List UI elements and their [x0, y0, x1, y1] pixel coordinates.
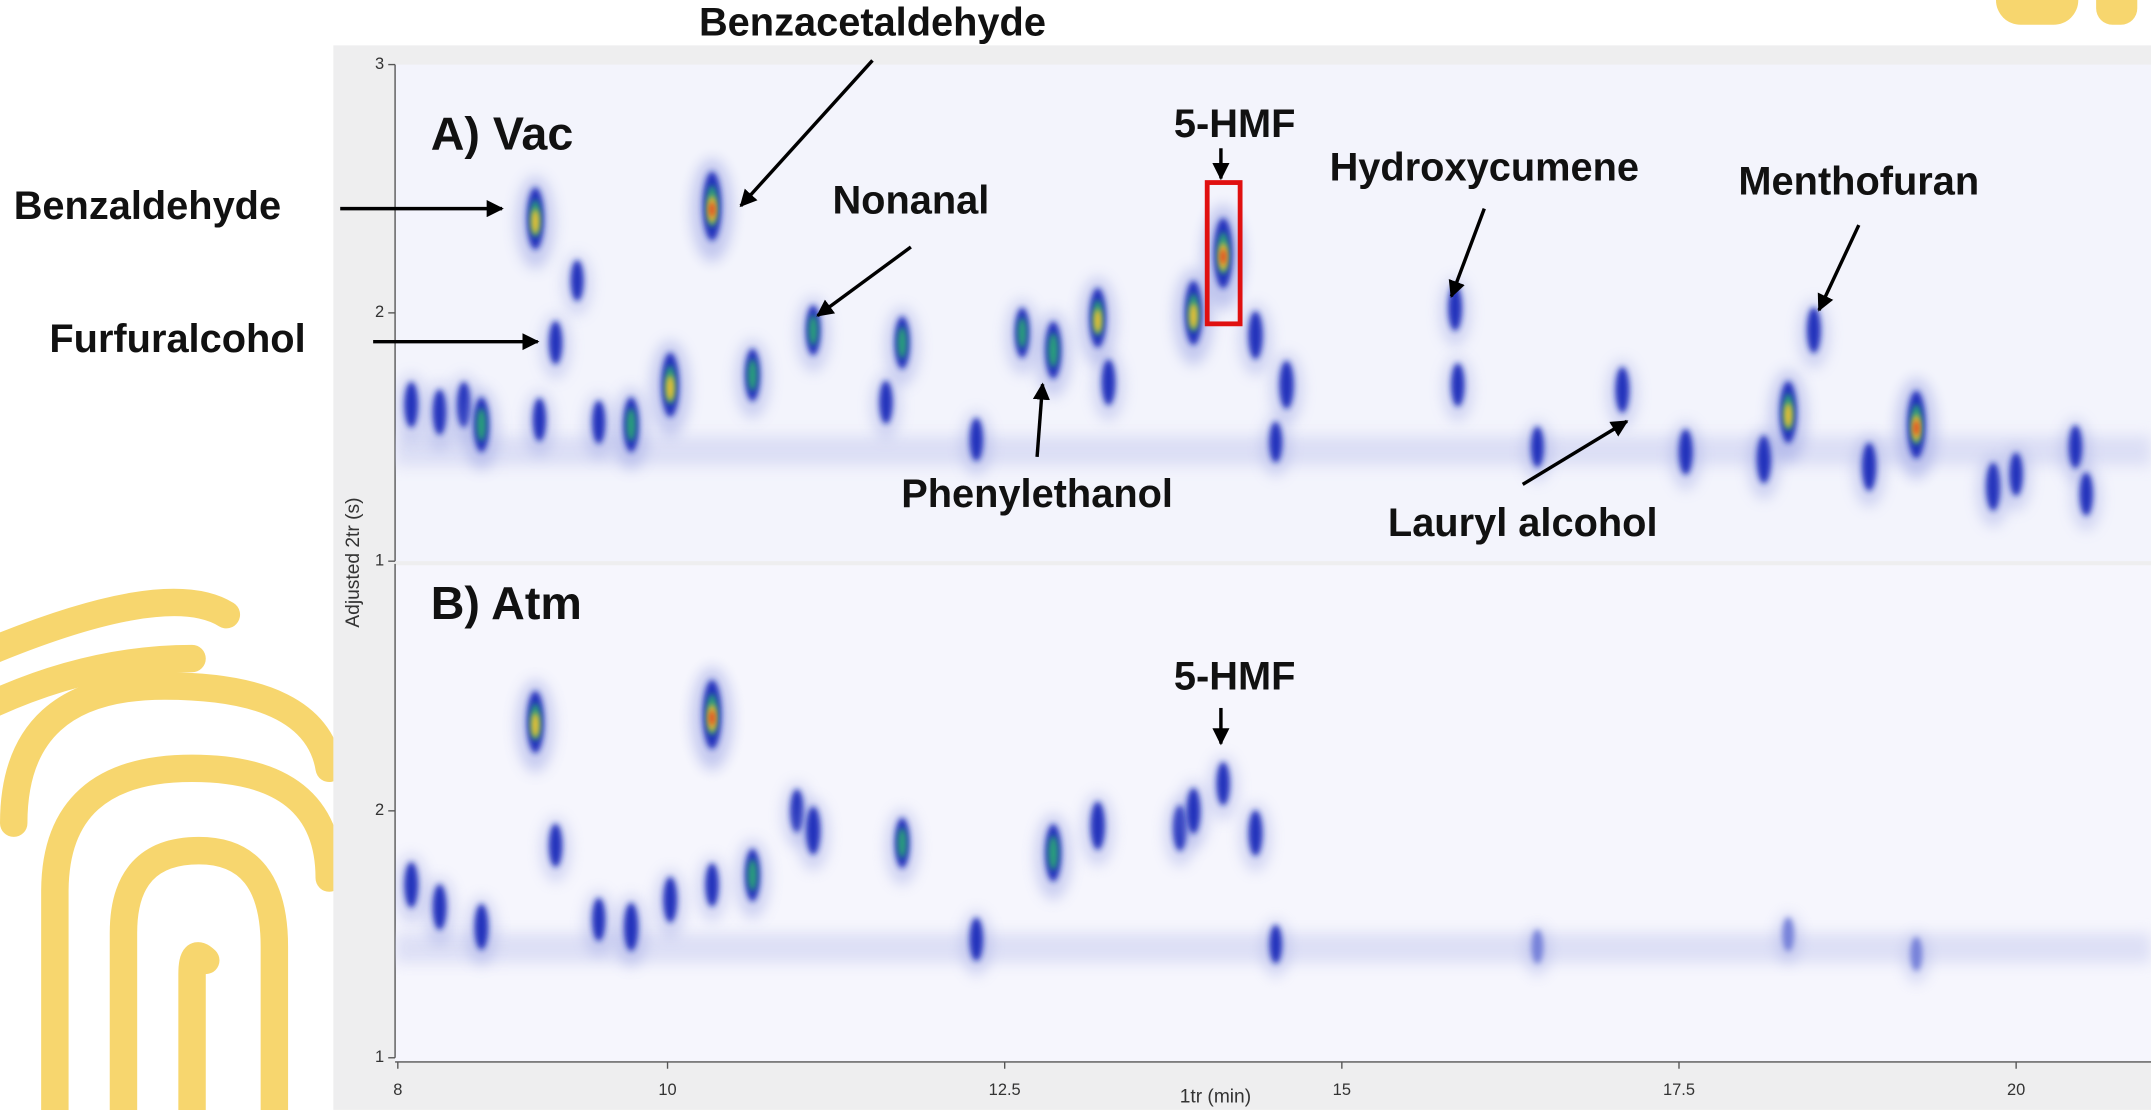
- peak: [1269, 924, 1283, 964]
- peak-core: [1220, 249, 1227, 265]
- x-tick-label: 8: [393, 1081, 402, 1099]
- peak: [1782, 917, 1794, 952]
- peak-core: [1913, 420, 1920, 436]
- annotation: Benzacetaldehyde: [699, 0, 1046, 44]
- peak: [1756, 435, 1772, 484]
- highlight-box: [1204, 180, 1243, 327]
- peak: [1186, 788, 1201, 834]
- peak: [1615, 367, 1630, 413]
- peak-core: [747, 359, 758, 391]
- y-tick-label: 1: [375, 1048, 384, 1066]
- peak: [404, 381, 419, 428]
- peak-core: [531, 712, 540, 738]
- peak-core: [747, 859, 758, 891]
- panel-title: B) Atm: [431, 577, 582, 629]
- peak-layer: [395, 666, 2151, 984]
- peak: [2009, 452, 2023, 496]
- annotation: 5-HMF: [1174, 655, 1296, 699]
- peak: [1279, 360, 1294, 409]
- annotation: Hydroxycumene: [1330, 146, 1639, 190]
- peak: [1531, 929, 1544, 964]
- corner-decoration: [1995, 0, 2138, 25]
- peak: [592, 400, 606, 444]
- peak-core: [1017, 317, 1027, 348]
- peak: [1451, 363, 1465, 407]
- peak: [432, 389, 447, 436]
- peak-core: [897, 827, 907, 859]
- peak: [432, 884, 447, 930]
- peak: [1448, 285, 1463, 331]
- peak: [1910, 937, 1923, 972]
- peak: [969, 417, 984, 462]
- peak: [969, 917, 984, 961]
- peak-core: [626, 408, 636, 442]
- peak-core: [808, 315, 818, 346]
- peak: [705, 863, 719, 907]
- annotation: 5-HMF: [1174, 102, 1296, 146]
- peak: [1861, 442, 1877, 491]
- peak: [532, 397, 547, 442]
- peak-core: [1048, 332, 1059, 368]
- peak: [548, 823, 563, 868]
- peak: [1248, 810, 1263, 856]
- peak: [663, 876, 678, 923]
- x-tick-label: 17.5: [1663, 1081, 1695, 1099]
- annotation: Furfuralcohol: [49, 317, 305, 361]
- peak: [623, 902, 639, 951]
- fingerprint-decoration: [0, 588, 343, 1110]
- x-tick-label: 15: [1333, 1081, 1351, 1099]
- annotation: Benzaldehyde: [14, 184, 281, 228]
- peak: [1530, 426, 1544, 468]
- annotation-arrows: [340, 59, 1861, 746]
- panel-title: A) Vac: [431, 108, 574, 160]
- peak: [1090, 801, 1105, 850]
- x-tick-label: 10: [658, 1081, 676, 1099]
- peak-core: [1784, 402, 1793, 428]
- x-tick-label: 12.5: [989, 1081, 1021, 1099]
- peak: [879, 380, 893, 424]
- peak: [2068, 425, 2083, 469]
- y-axis-label: Adjusted 2tr (s): [343, 497, 364, 627]
- peak-core: [666, 375, 675, 401]
- annotation: Menthofuran: [1738, 159, 1979, 203]
- peak-core: [709, 201, 715, 218]
- peak: [474, 904, 489, 950]
- peak-core: [531, 209, 540, 235]
- annotation: Lauryl alcohol: [1388, 501, 1658, 545]
- peak: [1248, 311, 1263, 360]
- annotation: Nonanal: [832, 179, 989, 223]
- peak-core: [1189, 303, 1198, 329]
- y-tick-label: 3: [375, 55, 384, 73]
- y-tick-label: 1: [375, 552, 384, 570]
- peak: [1269, 421, 1283, 463]
- peak: [805, 806, 821, 855]
- peak: [570, 260, 584, 302]
- peak: [2079, 472, 2093, 516]
- peak: [1806, 307, 1821, 354]
- peak-core: [897, 326, 907, 359]
- peak: [1986, 462, 2001, 511]
- y-tick-label: 2: [375, 303, 384, 321]
- peak-core: [709, 710, 715, 726]
- peak: [1101, 359, 1116, 406]
- peak-layer: [395, 158, 2151, 531]
- plot-area: [395, 565, 2151, 1062]
- x-axis-label: 1tr (min): [1180, 1087, 1251, 1108]
- peak-core: [1048, 835, 1059, 871]
- peak-core: [476, 408, 487, 442]
- x-tick-label: 20: [2007, 1081, 2025, 1099]
- peak: [1678, 429, 1693, 475]
- peak: [548, 320, 563, 365]
- y-tick-label: 2: [375, 801, 384, 819]
- peak: [592, 897, 606, 942]
- annotation: Phenylethanol: [901, 472, 1173, 516]
- peak: [1216, 762, 1230, 806]
- peak-core: [1093, 308, 1102, 333]
- peak: [404, 862, 419, 908]
